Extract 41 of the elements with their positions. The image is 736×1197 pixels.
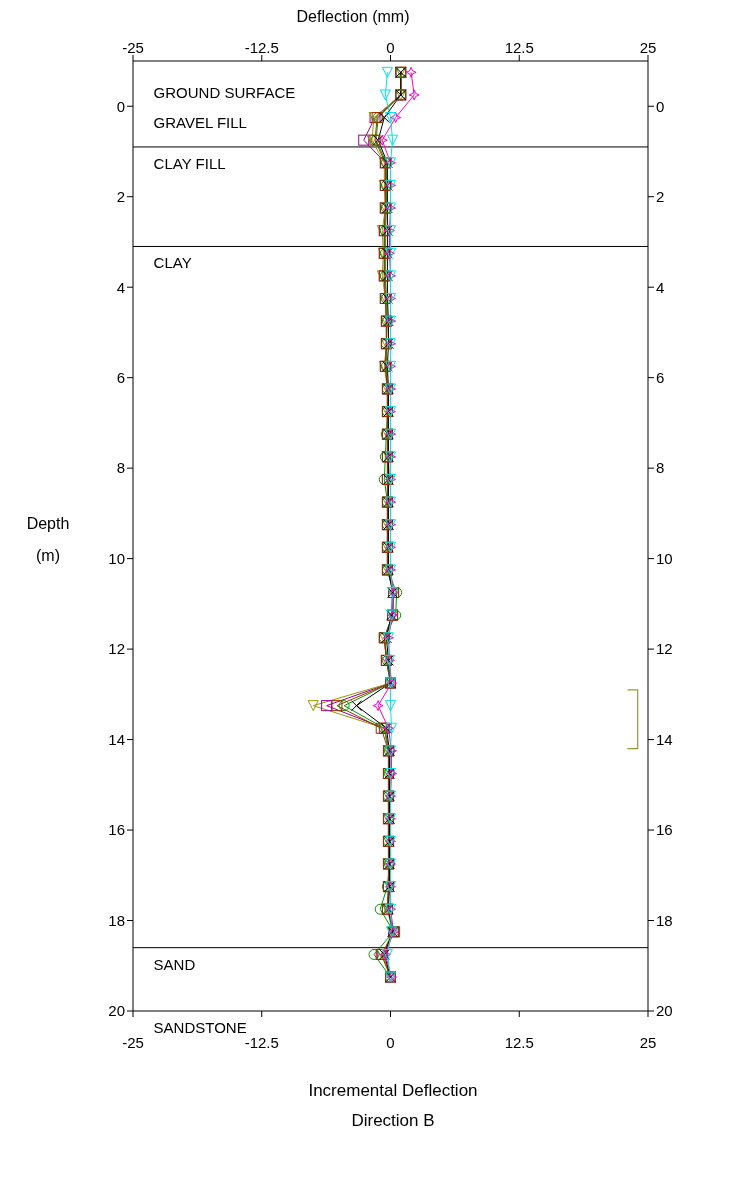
y2-tick-label: 20: [656, 1002, 673, 1020]
x-tick-label: 25: [639, 39, 657, 56]
y2-tick-label: 16: [656, 821, 673, 839]
annotation: SAND: [153, 955, 196, 973]
x2-tick-label: -25: [122, 1033, 144, 1051]
y-tick-label: 12: [108, 640, 125, 658]
y2-tick-label: 6: [656, 368, 665, 386]
y2-tick-label: 4: [656, 278, 665, 296]
x-tick-label: 12.5: [504, 39, 534, 56]
x2-axis-title: Deflection (mm): [295, 8, 411, 26]
x-tick-label: 0: [386, 39, 395, 56]
y-tick-label: 6: [116, 368, 125, 386]
y-axis-title: Depth (m): [25, 514, 71, 566]
y2-tick-label: 18: [656, 911, 673, 929]
x2-tick-label: 0: [386, 1033, 395, 1051]
y-tick-label: 18: [108, 911, 125, 929]
annotation: GRAVEL FILL: [153, 114, 247, 132]
x2-tick-label: 25: [639, 1033, 657, 1051]
y2-tick-label: 0: [656, 97, 665, 115]
x-axis-title: Incremental Deflection Direction B: [307, 1080, 479, 1132]
y-tick-label: 4: [116, 278, 125, 296]
y-tick-label: 10: [108, 549, 125, 567]
x2-tick-label: -12.5: [244, 1033, 279, 1051]
annotation: CLAY: [153, 254, 192, 272]
y-tick-label: 0: [116, 97, 125, 115]
text: SANDSTONE: [153, 1019, 247, 1036]
x-tick-label: -12.5: [244, 39, 279, 56]
annotation: CLAY FILL: [153, 154, 226, 172]
annotation: GROUND SURFACE: [153, 84, 296, 102]
x2-tick-label: 12.5: [504, 1033, 534, 1051]
y2-tick-label: 8: [656, 459, 665, 477]
y-tick-label: 2: [116, 188, 125, 206]
y2-tick-label: 14: [656, 730, 673, 748]
y-tick-label: 8: [116, 459, 125, 477]
y-tick-label: 20: [108, 1002, 125, 1020]
y2-tick-label: 10: [656, 549, 673, 567]
y2-tick-label: 2: [656, 188, 665, 206]
x-tick-label: -25: [122, 39, 144, 56]
y2-tick-label: 12: [656, 640, 673, 658]
y-tick-label: 16: [108, 821, 125, 839]
y-tick-label: 14: [108, 730, 125, 748]
